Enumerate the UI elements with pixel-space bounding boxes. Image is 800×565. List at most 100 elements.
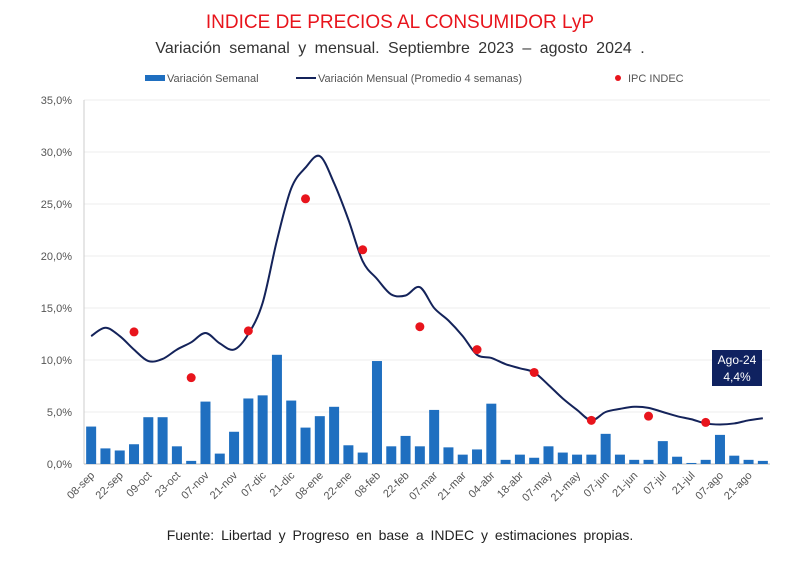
bar — [314, 416, 325, 464]
y-tick-label: 0,0% — [47, 459, 72, 471]
bar — [729, 455, 740, 464]
ipc-point — [301, 194, 311, 204]
annotation-label: Ago-24 — [718, 353, 757, 367]
bar — [214, 453, 225, 464]
x-tick-label: 21-nov — [208, 469, 241, 502]
bar — [257, 395, 268, 464]
y-tick-label: 20,0% — [41, 251, 72, 263]
bar — [286, 400, 297, 464]
ipc-point — [701, 417, 711, 427]
bar — [343, 445, 354, 464]
chart-title: INDICE DE PRECIOS AL CONSUMIDOR LyP — [205, 12, 595, 33]
bar — [400, 435, 411, 464]
bar — [414, 446, 425, 464]
ipc-point — [644, 411, 654, 421]
legend-label: Variación Semanal — [167, 73, 259, 85]
bar — [443, 447, 454, 464]
x-tick-label: 09-oct — [124, 470, 154, 500]
bar — [643, 459, 654, 464]
legend-swatch-bar — [145, 75, 165, 81]
x-tick-label: 07-jul — [641, 470, 669, 498]
ipc-point — [586, 415, 596, 425]
y-tick-label: 30,0% — [41, 147, 72, 159]
bar — [743, 459, 754, 464]
bar — [672, 456, 683, 464]
x-tick-label: 22-sep — [94, 470, 126, 502]
chart-source: Fuente: Libertad y Progreso en base a IN… — [166, 527, 634, 543]
bar — [614, 454, 625, 464]
x-tick-label: 07-may — [520, 469, 555, 504]
y-tick-label: 10,0% — [41, 355, 72, 367]
bar — [686, 462, 697, 464]
x-tick-label: 21-mar — [436, 469, 469, 502]
legend-swatch-point — [615, 75, 621, 81]
ipc-point — [186, 373, 196, 383]
x-tick-label: 08-feb — [353, 470, 384, 501]
bar — [472, 449, 483, 464]
x-tick-label: 21-jun — [610, 470, 640, 500]
ipc-point — [472, 345, 482, 355]
bar — [329, 406, 340, 464]
bar — [243, 398, 254, 464]
bar — [271, 354, 282, 464]
x-tick-label: 08-sep — [65, 470, 97, 502]
bar — [386, 446, 397, 464]
x-tick-label: 07-mar — [407, 469, 440, 502]
bar — [129, 444, 140, 464]
x-tick-label: 23-oct — [153, 470, 183, 500]
x-tick-label: 08-ene — [293, 470, 326, 503]
bar — [586, 454, 597, 464]
x-tick-label: 22-ene — [322, 470, 355, 503]
bar — [100, 448, 111, 464]
bar — [86, 426, 97, 464]
line-series-monthly — [90, 154, 763, 426]
x-tick-label: 07-jun — [582, 470, 612, 500]
ipc-point — [415, 322, 425, 332]
bar — [300, 427, 311, 464]
x-tick-label: 07-ago — [693, 470, 726, 503]
bar — [157, 417, 168, 464]
bar — [457, 454, 468, 464]
bar — [700, 459, 711, 464]
legend-label: Variación Mensual (Promedio 4 semanas) — [318, 73, 522, 85]
bar — [429, 409, 440, 464]
bar — [629, 459, 640, 464]
x-tick-label: 04-abr — [466, 469, 497, 500]
y-tick-label: 5,0% — [47, 407, 72, 419]
bar — [657, 441, 668, 464]
x-tick-label: 21-ago — [722, 470, 755, 503]
bar — [757, 460, 768, 464]
bar — [186, 460, 197, 464]
bar — [229, 431, 240, 464]
ipc-point — [243, 326, 253, 336]
bar — [600, 433, 611, 464]
ipc-point — [358, 245, 368, 255]
x-tick-label: 07-dic — [239, 469, 269, 499]
ipc-point — [529, 367, 539, 377]
bar — [171, 446, 182, 464]
bar — [371, 361, 382, 464]
y-tick-label: 15,0% — [41, 303, 72, 315]
y-tick-label: 25,0% — [41, 199, 72, 211]
bar — [486, 403, 497, 464]
y-tick-label: 35,0% — [41, 95, 72, 107]
annotation-value: 4,4% — [723, 370, 751, 384]
legend-label: IPC INDEC — [628, 73, 684, 85]
ipc-point — [129, 327, 139, 337]
bar — [143, 417, 154, 464]
bar — [514, 454, 525, 464]
bar — [500, 459, 511, 464]
bar — [543, 446, 554, 464]
bar — [114, 450, 125, 464]
bar — [572, 454, 583, 464]
chart-subtitle: Variación semanal y mensual. Septiembre … — [155, 40, 645, 57]
annotation-box — [712, 350, 762, 386]
x-tick-label: 07-nov — [179, 469, 212, 502]
bar — [200, 401, 211, 464]
bar — [557, 452, 568, 464]
bar — [529, 457, 540, 464]
bar — [714, 434, 725, 464]
x-tick-label: 21-may — [549, 469, 584, 504]
